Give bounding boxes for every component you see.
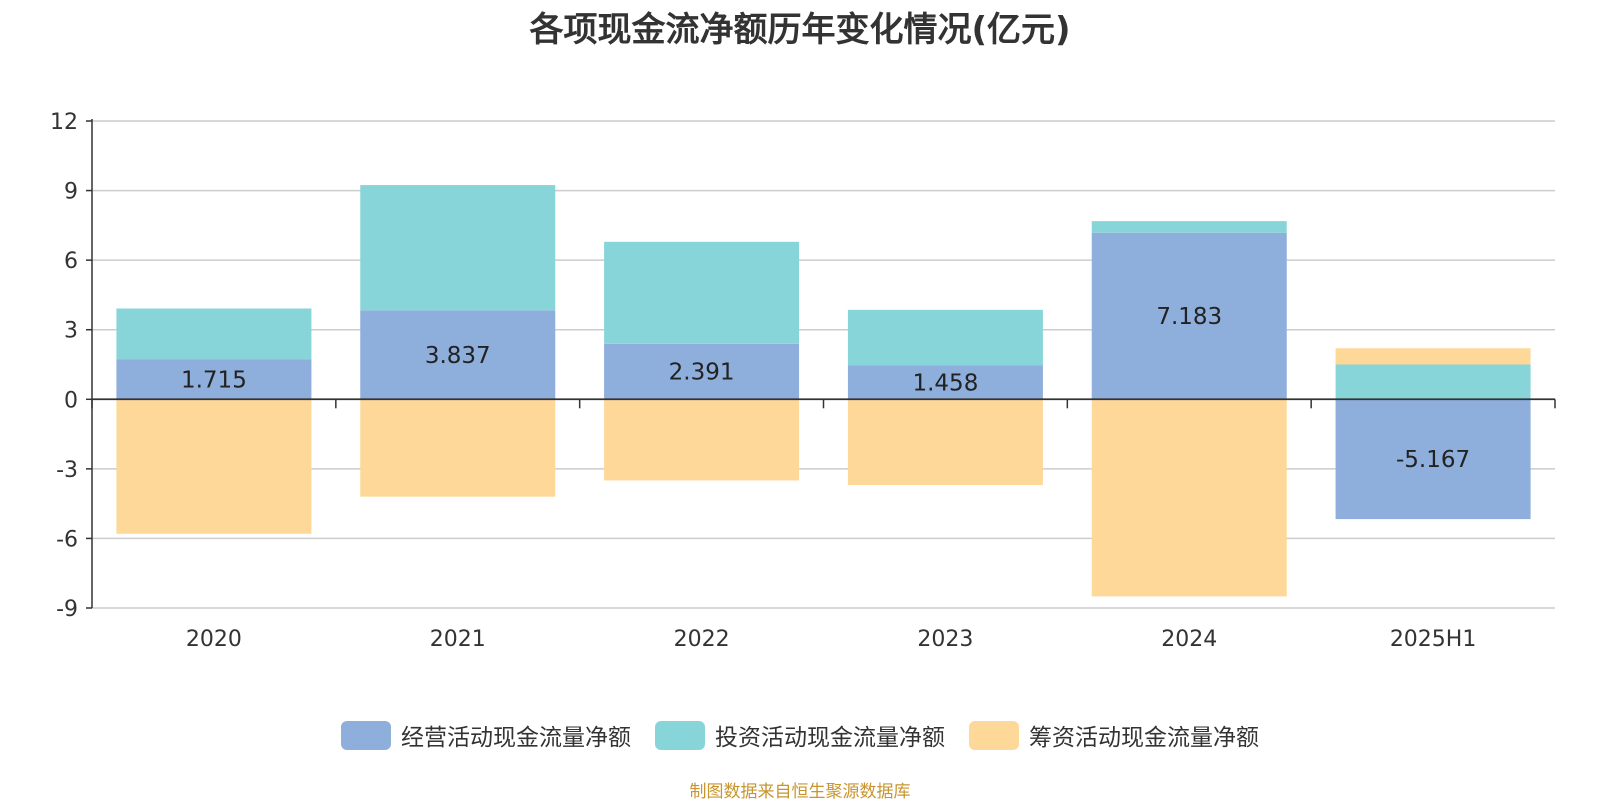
y-tick-label: 0 <box>64 388 78 413</box>
x-tick-label: 2021 <box>430 627 486 652</box>
bar-1-4[interactable] <box>1091 221 1287 233</box>
x-tick-label: 2025H1 <box>1390 627 1477 652</box>
y-tick-label: 9 <box>64 180 78 205</box>
x-tick-label: 2023 <box>917 627 973 652</box>
legend-swatch-financing <box>969 720 1019 750</box>
data-label: 1.458 <box>912 370 978 396</box>
axes: 12 9 6 3 0 -3 -6 -9 2020 2021 2022 2023 2024 2025H1 <box>50 110 1556 652</box>
bar-1-5[interactable] <box>1335 364 1531 400</box>
bar-1-3[interactable] <box>847 309 1043 366</box>
bar-0-0[interactable] <box>116 359 312 400</box>
data-label: -5.167 <box>1396 447 1470 473</box>
legend-item-investing[interactable]: 投资活动现金流量净额 <box>655 718 945 752</box>
x-tick-label: 2022 <box>674 627 730 652</box>
bar-0-4[interactable] <box>1091 232 1287 400</box>
legend-label-financing: 筹资活动现金流量净额 <box>1029 725 1259 751</box>
legend-swatch-operating <box>341 720 391 750</box>
bar-2-2[interactable] <box>604 399 800 481</box>
bar-2-4[interactable] <box>1091 399 1287 597</box>
chart-title: 各项现金流净额历年变化情况(亿元) <box>529 10 1071 50</box>
bar-0-2[interactable] <box>604 343 800 400</box>
grid-lines <box>92 120 1555 609</box>
bar-0-5[interactable] <box>1335 399 1531 520</box>
bar-1-2[interactable] <box>604 241 800 344</box>
bar-2-1[interactable] <box>360 399 556 497</box>
legend-label-investing: 投资活动现金流量净额 <box>715 725 945 751</box>
y-tick-label: -3 <box>56 458 78 483</box>
y-tick-label: 12 <box>50 110 78 135</box>
y-tick-label: 6 <box>64 249 78 274</box>
bar-2-5[interactable] <box>1335 348 1531 365</box>
legend-label-operating: 经营活动现金流量净额 <box>401 725 631 751</box>
data-label: 7.183 <box>1156 304 1222 330</box>
bar-2-3[interactable] <box>847 399 1043 486</box>
source-note: 制图数据来自恒生聚源数据库 <box>689 782 911 802</box>
y-tick-label: -9 <box>56 597 78 622</box>
x-tick-label: 2024 <box>1161 627 1217 652</box>
bar-2-0[interactable] <box>116 399 312 534</box>
legend-item-operating[interactable]: 经营活动现金流量净额 <box>341 718 631 752</box>
data-label: 3.837 <box>425 343 491 369</box>
bars <box>116 185 1531 597</box>
y-tick-label: 3 <box>64 319 78 344</box>
data-label: 2.391 <box>669 360 735 386</box>
bar-1-1[interactable] <box>360 185 556 311</box>
legend: 经营活动现金流量净额 投资活动现金流量净额 筹资活动现金流量净额 <box>0 718 1600 752</box>
legend-swatch-investing <box>655 720 705 750</box>
bar-1-0[interactable] <box>116 308 312 360</box>
x-tick-label: 2020 <box>186 627 242 652</box>
bar-0-1[interactable] <box>360 310 556 400</box>
bar-0-3[interactable] <box>847 365 1043 400</box>
y-tick-label: -6 <box>56 527 78 552</box>
data-label: 1.715 <box>181 367 247 393</box>
data-labels: 1.715 3.837 2.391 1.458 7.183 -5.167 <box>181 304 1470 473</box>
legend-item-financing[interactable]: 筹资活动现金流量净额 <box>969 718 1259 752</box>
